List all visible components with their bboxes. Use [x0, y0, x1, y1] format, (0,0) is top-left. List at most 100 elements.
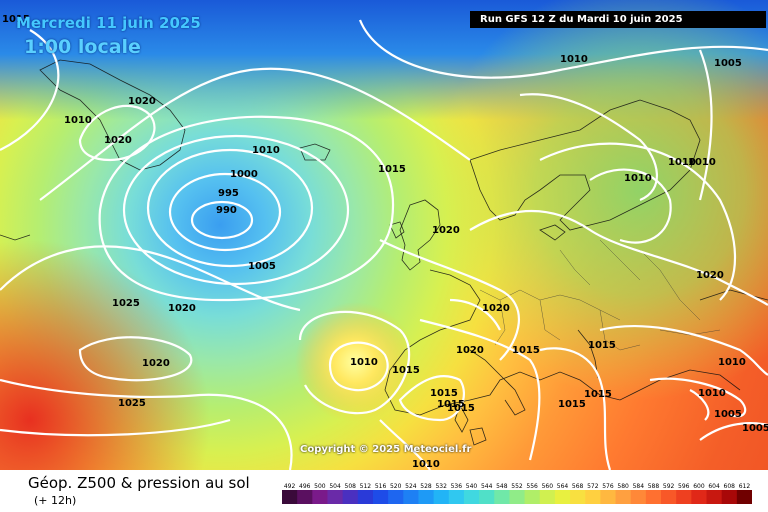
scale-tick-label: 608 [724, 483, 736, 489]
scale-tick-label: 520 [390, 483, 402, 489]
color-scale-bar [282, 490, 752, 504]
isobar-label: 1015 [378, 164, 406, 175]
isobar-label: 1020 [104, 135, 132, 146]
isobar-label: 1015 [430, 388, 458, 399]
isobar-label: 1015 [588, 340, 616, 351]
isobar-lines [0, 19, 768, 470]
forecast-time: 1:00 locale [24, 36, 141, 58]
scale-tick-label: 560 [542, 483, 554, 489]
isobar-label: 1020 [482, 303, 510, 314]
scale-swatch [463, 490, 480, 504]
isobar-label: 1010 [688, 157, 716, 168]
isobar-label: 1010 [698, 388, 726, 399]
isobar-label: 1005 [248, 261, 276, 272]
isobar-label: 1010 [350, 357, 378, 368]
scale-swatch [327, 490, 344, 504]
model-run-label: Run GFS 12 Z du Mardi 10 juin 2025 [470, 11, 766, 28]
scale-tick-label: 492 [284, 483, 296, 489]
isobar-label: 1015 [392, 365, 420, 376]
scale-swatch [706, 490, 723, 504]
scale-tick-label: 512 [360, 483, 372, 489]
scale-swatch [372, 490, 389, 504]
scale-swatch [585, 490, 601, 504]
color-scale-labels: 492 496 500 504 508 512 516 520 524 528 532 536 540 5… [284, 483, 751, 489]
scale-tick-label: 552 [511, 483, 523, 489]
scale-tick-label: 572 [587, 483, 599, 489]
scale-swatch [691, 490, 708, 504]
isobar-label: 1010 [668, 157, 696, 168]
scale-tick-label: 548 [496, 483, 508, 489]
isobar-label: 1015 [437, 399, 465, 410]
scale-tick-label: 536 [451, 483, 463, 489]
isobar-label: 1015 [2, 14, 30, 25]
isobar-label: 1015 [512, 345, 540, 356]
scale-swatch [342, 490, 359, 504]
isobar-label: 995 [218, 188, 239, 199]
scale-tick-label: 584 [633, 483, 645, 489]
scale-tick-label: 568 [572, 483, 584, 489]
scale-swatch [721, 490, 738, 504]
isobar-label: 1010 [64, 115, 92, 126]
isobar-label: 1010 [560, 54, 588, 65]
isobar-label: 1020 [128, 96, 156, 107]
scale-tick-label: 580 [617, 483, 629, 489]
isobar-label: 1020 [168, 303, 196, 314]
forecast-date: Mercredi 11 juin 2025 [16, 14, 201, 32]
scale-swatch [388, 490, 404, 504]
geopotential-map: 1015 1010 1005 1020 1010 1020 1010 1000 … [0, 0, 768, 470]
scale-tick-label: 504 [329, 483, 341, 489]
isobar-label: 1020 [696, 270, 724, 281]
scale-tick-label: 592 [663, 483, 675, 489]
scale-tick-label: 524 [405, 483, 417, 489]
isobar-label: 1015 [584, 389, 612, 400]
scale-swatch [448, 490, 465, 504]
isobar-label: 990 [216, 205, 237, 216]
scale-tick-label: 604 [708, 483, 720, 489]
copyright-text: Copyright © 2025 Meteociel.fr [300, 444, 472, 455]
scale-tick-label: 544 [481, 483, 493, 489]
isobar-label: 1015 [558, 399, 586, 410]
scale-swatch [494, 490, 510, 504]
scale-swatch [479, 490, 495, 504]
isobar-label: 1020 [142, 358, 170, 369]
scale-swatch [600, 490, 617, 504]
scale-swatch [645, 490, 662, 504]
scale-swatch [554, 490, 571, 504]
isobar-label: 1005 [714, 58, 742, 69]
scale-tick-label: 576 [602, 483, 614, 489]
isobar-label: 1005 [714, 409, 742, 420]
scale-tick-label: 516 [375, 483, 387, 489]
isobar-label: 1010 [412, 459, 440, 470]
scale-swatch [357, 490, 374, 504]
scale-tick-label: 540 [466, 483, 478, 489]
scale-tick-label: 600 [693, 483, 705, 489]
scale-tick-label: 596 [678, 483, 690, 489]
isobar-labels: 1015 1010 1005 1020 1010 1020 1010 1000 … [2, 14, 768, 470]
scale-swatch [403, 490, 419, 504]
scale-tick-label: 532 [435, 483, 447, 489]
scale-swatch [282, 490, 298, 504]
scale-tick-label: 500 [314, 483, 326, 489]
scale-swatch [615, 490, 632, 504]
scale-swatch [630, 490, 647, 504]
isobar-label: 1005 [742, 423, 768, 434]
scale-tick-label: 508 [345, 483, 357, 489]
scale-swatch [539, 490, 556, 504]
scale-tick-label: 564 [557, 483, 569, 489]
isobar-label: 1010 [718, 357, 746, 368]
isobar-label: 1025 [118, 398, 146, 409]
isobar-label: 1010 [624, 173, 652, 184]
isobar-label: 1015 [447, 403, 475, 414]
scale-tick-label: 496 [299, 483, 311, 489]
scale-tick-label: 528 [420, 483, 432, 489]
isobar-label: 1010 [252, 145, 280, 156]
scale-tick-label: 612 [739, 483, 751, 489]
legend-title: Géop. Z500 & pression au sol [28, 474, 250, 492]
isobar-label: 1020 [432, 225, 460, 236]
scale-swatch [570, 490, 586, 504]
scale-swatch [661, 490, 677, 504]
scale-swatch [297, 490, 313, 504]
scale-swatch [418, 490, 435, 504]
scale-swatch [524, 490, 541, 504]
scale-tick-label: 588 [648, 483, 660, 489]
